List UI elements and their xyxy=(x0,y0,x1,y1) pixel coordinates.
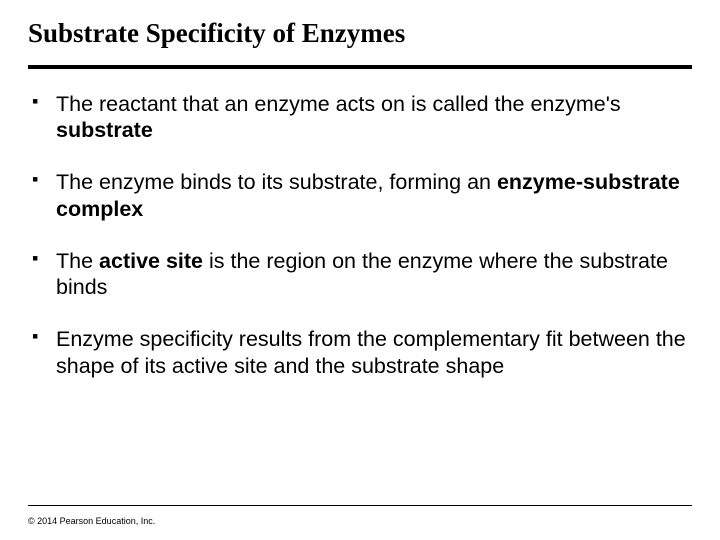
body-text: Enzyme specificity results from the comp… xyxy=(56,327,686,377)
bold-text: active site xyxy=(99,249,203,273)
body-text: The xyxy=(56,249,99,273)
list-item: The active site is the region on the enz… xyxy=(32,248,692,300)
body-text: The enzyme binds to its substrate, formi… xyxy=(56,170,497,194)
list-item: The reactant that an enzyme acts on is c… xyxy=(32,91,692,143)
bold-text: substrate xyxy=(56,118,153,142)
list-item: Enzyme specificity results from the comp… xyxy=(32,326,692,378)
copyright-text: © 2014 Pearson Education, Inc. xyxy=(28,516,155,526)
body-text: The reactant that an enzyme acts on is c… xyxy=(56,92,621,116)
list-item: The enzyme binds to its substrate, formi… xyxy=(32,169,692,221)
bullet-list: The reactant that an enzyme acts on is c… xyxy=(28,91,692,379)
footer-divider xyxy=(28,505,692,506)
page-title: Substrate Specificity of Enzymes xyxy=(28,18,692,49)
title-divider xyxy=(28,65,692,69)
slide: Substrate Specificity of Enzymes The rea… xyxy=(0,0,720,540)
